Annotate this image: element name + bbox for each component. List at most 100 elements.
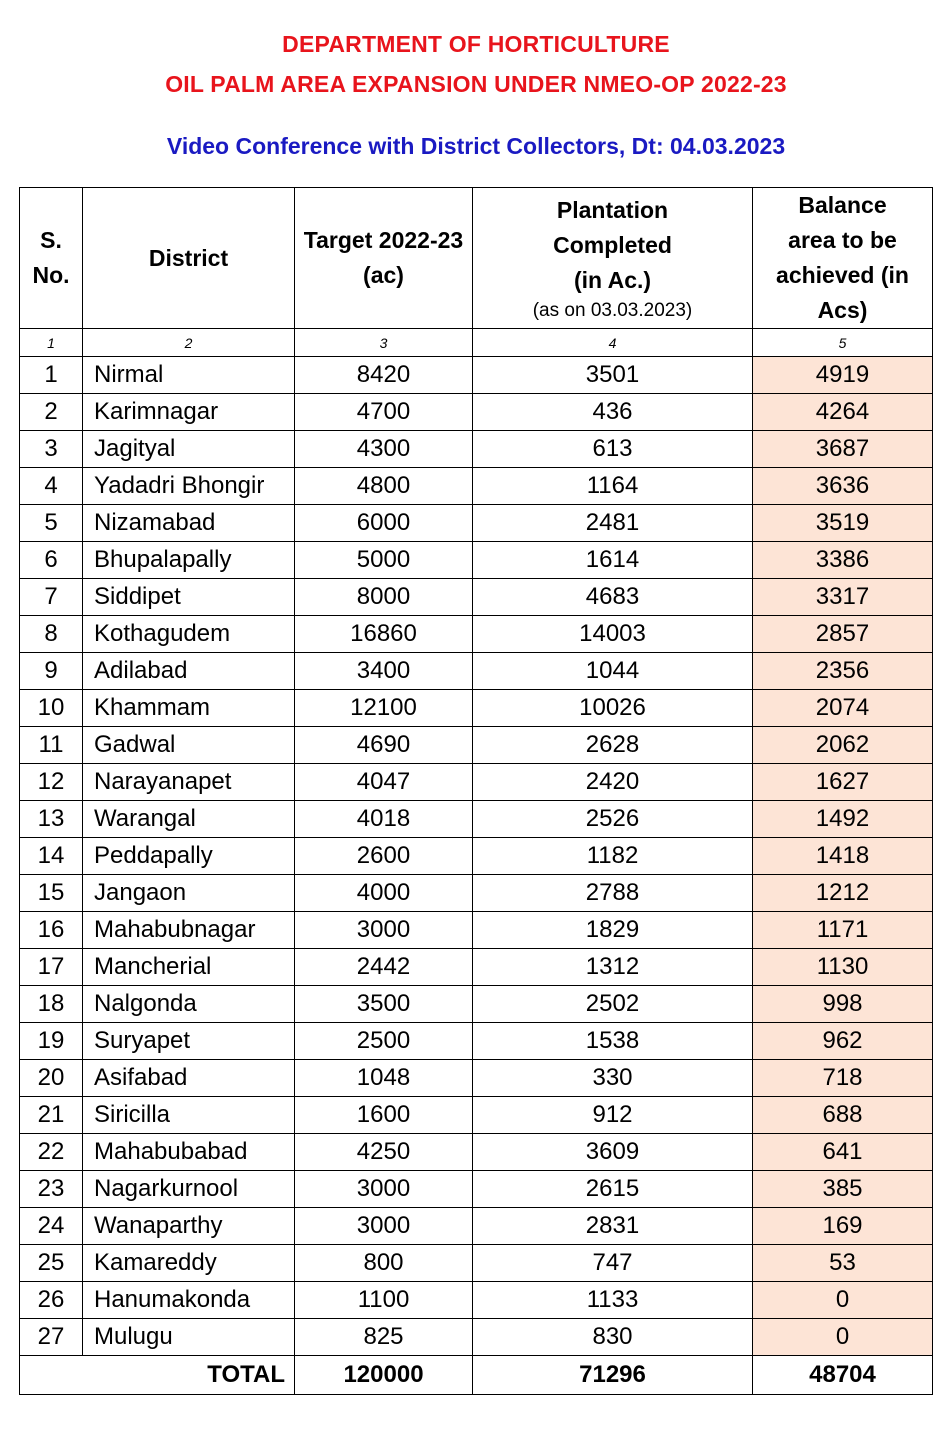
row-target: 3400 xyxy=(294,652,473,690)
row-completed: 747 xyxy=(472,1244,753,1282)
table-header-row: S. No. District Target 2022-23 (ac) Plan… xyxy=(19,187,933,329)
row-target: 3000 xyxy=(294,1207,473,1245)
row-sno: 2 xyxy=(19,393,83,431)
total-target: 120000 xyxy=(294,1355,473,1395)
table-row: 7 Siddipet 8000 4683 3317 xyxy=(19,578,933,616)
row-completed: 1312 xyxy=(472,948,753,986)
column-number: 4 xyxy=(472,328,753,357)
row-sno: 22 xyxy=(19,1133,83,1171)
table-row: 21 Siricilla 1600 912 688 xyxy=(19,1096,933,1134)
column-number: 2 xyxy=(82,328,295,357)
row-balance: 718 xyxy=(752,1059,933,1097)
table-row: 2 Karimnagar 4700 436 4264 xyxy=(19,393,933,431)
total-blank-cell xyxy=(19,1355,83,1395)
row-balance: 4264 xyxy=(752,393,933,431)
row-district: Siricilla xyxy=(82,1096,295,1134)
table-row: 14 Peddapally 2600 1182 1418 xyxy=(19,837,933,875)
row-balance: 1212 xyxy=(752,874,933,912)
row-completed: 1614 xyxy=(472,541,753,579)
table-row: 27 Mulugu 825 830 0 xyxy=(19,1318,933,1356)
row-completed: 2615 xyxy=(472,1170,753,1208)
row-target: 3000 xyxy=(294,1170,473,1208)
row-sno: 17 xyxy=(19,948,83,986)
row-sno: 23 xyxy=(19,1170,83,1208)
row-district: Mancherial xyxy=(82,948,295,986)
row-target: 1100 xyxy=(294,1281,473,1319)
table-row: 15 Jangaon 4000 2788 1212 xyxy=(19,874,933,912)
table-row: 8 Kothagudem 16860 14003 2857 xyxy=(19,615,933,653)
row-district: Nagarkurnool xyxy=(82,1170,295,1208)
total-row: TOTAL 120000 71296 48704 xyxy=(19,1355,933,1395)
row-district: Kamareddy xyxy=(82,1244,295,1282)
row-sno: 19 xyxy=(19,1022,83,1060)
row-sno: 18 xyxy=(19,985,83,1023)
row-balance: 385 xyxy=(752,1170,933,1208)
header-plantation: Plantation Completed (in Ac.) (as on 03.… xyxy=(472,187,753,329)
row-target: 4000 xyxy=(294,874,473,912)
row-district: Nirmal xyxy=(82,356,295,394)
row-district: Adilabad xyxy=(82,652,295,690)
row-completed: 2788 xyxy=(472,874,753,912)
row-target: 4300 xyxy=(294,430,473,468)
row-district: Mahabubabad xyxy=(82,1133,295,1171)
row-district: Wanaparthy xyxy=(82,1207,295,1245)
row-balance: 169 xyxy=(752,1207,933,1245)
row-sno: 6 xyxy=(19,541,83,579)
row-balance: 3317 xyxy=(752,578,933,616)
row-target: 4018 xyxy=(294,800,473,838)
row-target: 2600 xyxy=(294,837,473,875)
row-sno: 27 xyxy=(19,1318,83,1356)
row-district: Nalgonda xyxy=(82,985,295,1023)
row-balance: 2857 xyxy=(752,615,933,653)
row-district: Karimnagar xyxy=(82,393,295,431)
row-target: 6000 xyxy=(294,504,473,542)
column-number: 3 xyxy=(294,328,473,357)
row-district: Warangal xyxy=(82,800,295,838)
header-sno: S. No. xyxy=(19,187,83,329)
header-plantation-date: (as on 03.03.2023) xyxy=(532,299,693,321)
row-completed: 1133 xyxy=(472,1281,753,1319)
row-balance: 998 xyxy=(752,985,933,1023)
table-row: 24 Wanaparthy 3000 2831 169 xyxy=(19,1207,933,1245)
row-completed: 3609 xyxy=(472,1133,753,1171)
table-row: 10 Khammam 12100 10026 2074 xyxy=(19,689,933,727)
row-sno: 20 xyxy=(19,1059,83,1097)
column-number-row: 1 2 3 4 5 xyxy=(19,328,933,357)
row-completed: 2502 xyxy=(472,985,753,1023)
row-target: 4800 xyxy=(294,467,473,505)
table-row: 6 Bhupalapally 5000 1614 3386 xyxy=(19,541,933,579)
table-row: 20 Asifabad 1048 330 718 xyxy=(19,1059,933,1097)
row-target: 800 xyxy=(294,1244,473,1282)
table-row: 18 Nalgonda 3500 2502 998 xyxy=(19,985,933,1023)
column-number: 5 xyxy=(752,328,933,357)
row-completed: 1182 xyxy=(472,837,753,875)
row-target: 4690 xyxy=(294,726,473,764)
row-balance: 3687 xyxy=(752,430,933,468)
row-balance: 1418 xyxy=(752,837,933,875)
row-completed: 912 xyxy=(472,1096,753,1134)
row-completed: 2831 xyxy=(472,1207,753,1245)
row-district: Narayanapet xyxy=(82,763,295,801)
total-label: TOTAL xyxy=(82,1355,295,1395)
row-completed: 830 xyxy=(472,1318,753,1356)
row-balance: 3386 xyxy=(752,541,933,579)
row-district: Mahabubnagar xyxy=(82,911,295,949)
row-target: 4250 xyxy=(294,1133,473,1171)
row-sno: 14 xyxy=(19,837,83,875)
row-balance: 1627 xyxy=(752,763,933,801)
table-row: 13 Warangal 4018 2526 1492 xyxy=(19,800,933,838)
row-balance: 688 xyxy=(752,1096,933,1134)
row-district: Khammam xyxy=(82,689,295,727)
row-target: 2500 xyxy=(294,1022,473,1060)
row-sno: 9 xyxy=(19,652,83,690)
row-district: Gadwal xyxy=(82,726,295,764)
row-target: 825 xyxy=(294,1318,473,1356)
table-row: 9 Adilabad 3400 1044 2356 xyxy=(19,652,933,690)
table-row: 11 Gadwal 4690 2628 2062 xyxy=(19,726,933,764)
table-row: 23 Nagarkurnool 3000 2615 385 xyxy=(19,1170,933,1208)
department-title: DEPARTMENT OF HORTICULTURE xyxy=(282,31,670,57)
table-row: 26 Hanumakonda 1100 1133 0 xyxy=(19,1281,933,1319)
row-district: Jagityal xyxy=(82,430,295,468)
table-row: 1 Nirmal 8420 3501 4919 xyxy=(19,356,933,394)
scheme-title: OIL PALM AREA EXPANSION UNDER NMEO-OP 20… xyxy=(165,71,787,97)
